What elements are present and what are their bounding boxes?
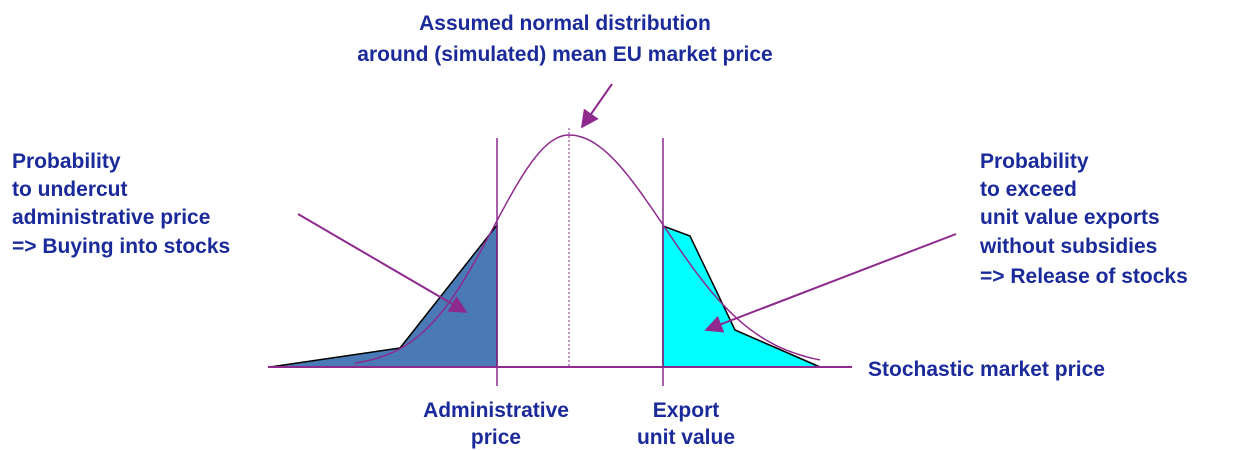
left-note: to undercut	[12, 178, 128, 201]
export-value-label: Export	[653, 399, 720, 422]
right-note: to exceed	[980, 178, 1077, 201]
arrow	[580, 83, 613, 129]
title: Assumed normal distribution	[419, 12, 711, 35]
export-value-label: unit value	[637, 426, 735, 449]
left-note: Probability	[12, 150, 121, 173]
left-note: administrative price	[12, 206, 210, 229]
left-tail-area	[269, 222, 498, 368]
arrow	[704, 233, 957, 333]
right-tail-area	[662, 224, 821, 368]
bell-curve	[354, 134, 821, 364]
right-note: unit value exports	[980, 206, 1160, 229]
admin-price-label: Administrative	[423, 399, 569, 422]
right-note: Probability	[980, 150, 1089, 173]
arrow	[297, 213, 468, 313]
title: around (simulated) mean EU market price	[357, 43, 772, 66]
left-note: => Buying into stocks	[12, 235, 230, 258]
admin-price-label: price	[471, 426, 521, 449]
axis-label: Stochastic market price	[868, 358, 1105, 381]
right-note: without subsidies	[979, 235, 1157, 258]
right-note: => Release of stocks	[980, 265, 1188, 288]
